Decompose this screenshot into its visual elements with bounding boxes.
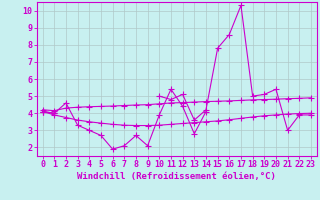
X-axis label: Windchill (Refroidissement éolien,°C): Windchill (Refroidissement éolien,°C): [77, 172, 276, 181]
